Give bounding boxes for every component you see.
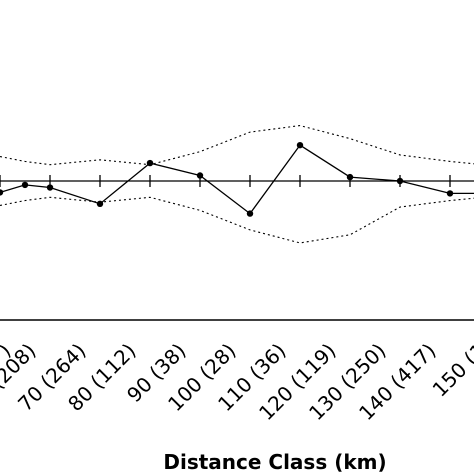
data-point	[246, 210, 254, 217]
data-point	[21, 181, 29, 189]
observed-line	[0, 144, 474, 215]
data-point	[196, 172, 204, 179]
data-point	[346, 173, 354, 181]
data-point	[96, 200, 104, 208]
data-point	[146, 159, 154, 167]
plot-frame	[0, 319, 474, 321]
data-point	[0, 189, 4, 196]
data-point	[46, 184, 54, 191]
x-tick-label: 150 (1	[428, 339, 474, 402]
lower-confidence-line	[0, 196, 474, 244]
x-axis-title: Distance Class (km)	[163, 450, 386, 474]
data-point	[296, 141, 304, 149]
data-point	[446, 190, 454, 197]
upper-confidence-line	[0, 125, 474, 166]
data-point	[396, 177, 404, 185]
